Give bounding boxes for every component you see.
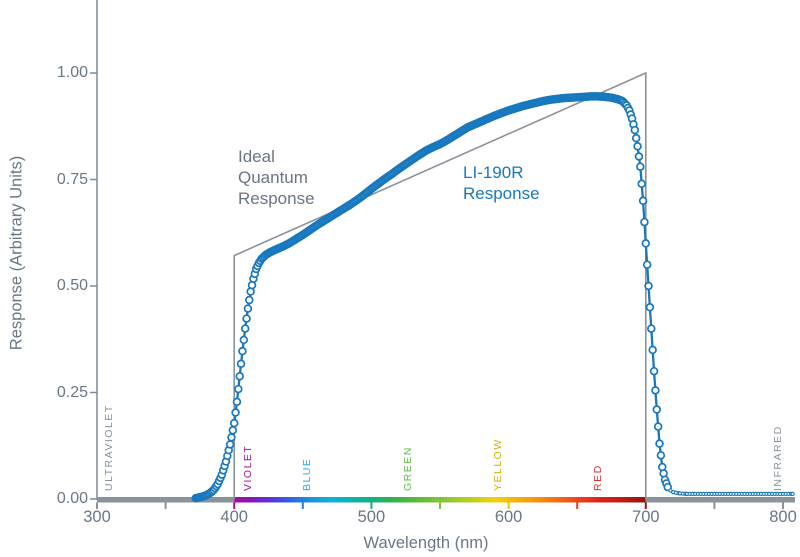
- data-point-marker: [634, 152, 644, 161]
- visible-spectrum-band: [234, 497, 646, 503]
- ir-band-segment: [645, 497, 795, 503]
- data-point-marker: [633, 142, 642, 151]
- band-label-blue: BLUE: [300, 457, 313, 491]
- data-point-marker: [636, 162, 645, 171]
- data-point-marker: [649, 366, 659, 376]
- data-point-marker: [234, 384, 243, 394]
- data-point-marker: [655, 439, 664, 448]
- x-tick-label: 300: [83, 508, 111, 526]
- band-label-violet: VIOLET: [241, 444, 254, 491]
- data-point-marker: [653, 422, 663, 431]
- x-tick-label: 500: [357, 508, 386, 526]
- x-tick-label: 400: [220, 508, 248, 526]
- data-point-marker: [240, 324, 250, 333]
- data-point-marker: [642, 260, 652, 269]
- ideal-quantum-response-line: [233, 71, 647, 499]
- data-point-marker: [651, 386, 660, 395]
- data-point-marker: [637, 179, 646, 189]
- band-label-red: RED: [591, 464, 604, 491]
- y-axis-title: Response (Arbitrary Units): [7, 155, 26, 351]
- band-label-ultraviolet: ULTRAVIOLET: [103, 404, 116, 491]
- data-point-marker: [648, 345, 657, 355]
- li-190r-response-label: LI-190R Response: [463, 163, 540, 203]
- band-label-yellow: YELLOW: [491, 438, 504, 491]
- y-tick-label: 0.75: [56, 170, 88, 188]
- data-point-marker: [652, 405, 662, 414]
- data-point-marker: [790, 491, 795, 497]
- x-tick-label: 700: [632, 508, 660, 526]
- band-label-infrared: INFRARED: [771, 425, 784, 491]
- data-point-marker: [243, 304, 253, 313]
- data-point-marker: [231, 408, 240, 417]
- data-point-marker: [238, 346, 247, 356]
- x-tick-label: 600: [494, 508, 523, 526]
- data-point-marker: [229, 418, 239, 428]
- data-point-marker: [227, 433, 236, 442]
- data-point-marker: [641, 239, 651, 248]
- y-tick-label: 0.50: [56, 277, 88, 294]
- x-axis-title: Wavelength (nm): [363, 534, 489, 552]
- x-tick-label: 800: [769, 508, 797, 526]
- y-tick-label: 0.25: [56, 383, 88, 401]
- data-point-marker: [232, 397, 242, 407]
- data-point-marker: [656, 451, 666, 460]
- data-point-marker: [242, 314, 251, 323]
- data-point-marker: [638, 196, 648, 206]
- y-tick-label: 1.00: [56, 64, 88, 81]
- y-tick-label: 0.00: [56, 490, 88, 507]
- li-190r-response-series: [191, 92, 795, 503]
- data-point-marker: [644, 281, 653, 291]
- data-point-marker: [631, 133, 641, 143]
- uv-band-segment: [97, 497, 235, 503]
- data-point-marker: [236, 359, 246, 368]
- data-point-marker: [235, 372, 244, 381]
- data-point-marker: [228, 426, 238, 435]
- band-label-green: GREEN: [402, 446, 415, 491]
- data-point-marker: [640, 217, 649, 227]
- data-point-marker: [630, 125, 640, 135]
- ideal-quantum-response-label: Ideal Quantum Response: [238, 147, 315, 208]
- data-point-marker: [647, 324, 656, 333]
- data-point-marker: [225, 440, 235, 449]
- data-point-marker: [245, 295, 254, 305]
- data-point-marker: [645, 303, 655, 312]
- data-point-marker: [239, 335, 249, 345]
